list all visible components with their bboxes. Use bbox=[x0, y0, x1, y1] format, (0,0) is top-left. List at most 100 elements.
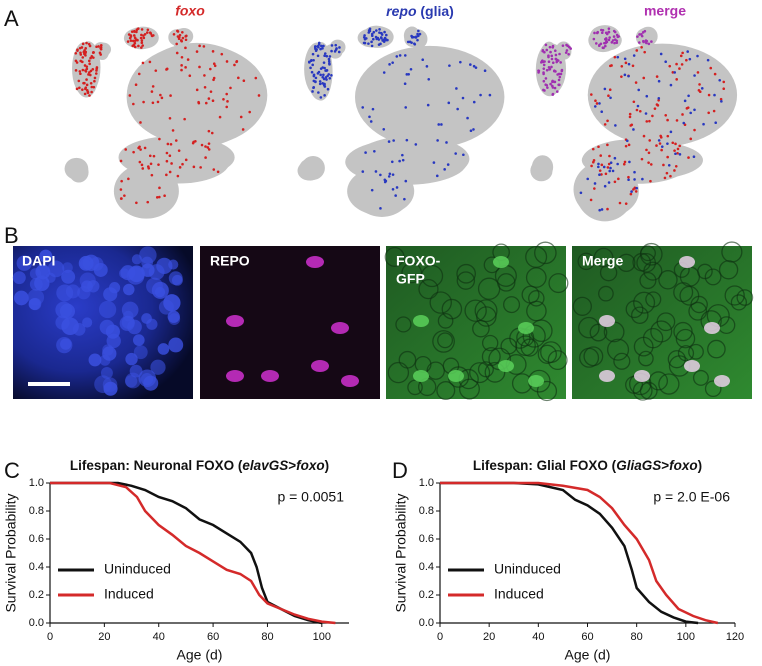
cell-dot bbox=[440, 123, 443, 126]
cell-dot bbox=[319, 96, 323, 99]
cell-dot bbox=[170, 162, 173, 165]
cell-dot bbox=[191, 141, 195, 145]
cell-dot bbox=[168, 116, 172, 120]
cell-dot bbox=[607, 30, 611, 34]
cell-dot bbox=[225, 60, 229, 63]
cell-dot bbox=[555, 90, 559, 93]
cell-dot bbox=[405, 138, 409, 142]
x-tick-label: 40 bbox=[532, 631, 544, 643]
cell-dot bbox=[579, 191, 583, 195]
cell-dot bbox=[681, 113, 684, 116]
cell-dot bbox=[77, 79, 81, 83]
cell-dot bbox=[323, 83, 326, 86]
cell-dot bbox=[321, 75, 325, 79]
cell-dot bbox=[200, 143, 204, 147]
cluster bbox=[594, 47, 725, 143]
cell-dot bbox=[549, 50, 552, 54]
cell-dot bbox=[642, 39, 645, 43]
cell-dot bbox=[674, 164, 678, 168]
cell-dot bbox=[81, 56, 85, 59]
cell-dot bbox=[140, 28, 144, 31]
y-tick-label: 0.4 bbox=[29, 561, 44, 573]
cell-dot bbox=[628, 112, 632, 116]
cell-dot bbox=[143, 146, 147, 150]
cell-dot bbox=[696, 71, 700, 74]
cell-dot bbox=[139, 121, 142, 124]
cell-dot bbox=[377, 43, 381, 46]
nucleus bbox=[123, 283, 135, 296]
cell-dot bbox=[595, 102, 599, 105]
cell-dot bbox=[317, 45, 320, 49]
cell-dot bbox=[391, 173, 395, 176]
cell-dot bbox=[87, 42, 91, 46]
cell-dot bbox=[550, 54, 554, 58]
gfp-spot bbox=[413, 370, 429, 382]
cell-dot bbox=[95, 45, 98, 49]
cell-dot bbox=[388, 63, 391, 66]
cell-dot bbox=[693, 74, 696, 77]
cell-dot bbox=[606, 207, 609, 211]
cell-outline bbox=[730, 294, 748, 311]
cell-dot bbox=[551, 46, 555, 49]
cell-dot bbox=[627, 74, 630, 78]
cell-outline bbox=[469, 362, 491, 384]
cell-dot bbox=[99, 43, 103, 47]
cell-dot bbox=[362, 36, 366, 39]
cell-dot bbox=[82, 81, 85, 85]
cell-dot bbox=[624, 61, 628, 65]
gfp-spot bbox=[498, 360, 514, 372]
cell-dot bbox=[698, 83, 701, 86]
cell-dot bbox=[312, 86, 315, 90]
x-tick-label: 20 bbox=[483, 631, 495, 643]
cell-dot bbox=[437, 123, 441, 126]
cell-dot bbox=[558, 83, 561, 87]
cell-dot bbox=[398, 54, 402, 57]
panel-letter: C bbox=[4, 458, 20, 483]
cell-dot bbox=[636, 104, 640, 108]
cell-dot bbox=[207, 148, 211, 151]
cell-dot bbox=[401, 153, 404, 157]
cell-dot bbox=[620, 64, 624, 68]
cell-dot bbox=[362, 41, 366, 45]
cell-dot bbox=[459, 60, 462, 64]
x-tick-label: 120 bbox=[726, 631, 744, 643]
cell-dot bbox=[149, 162, 153, 166]
cell-dot bbox=[448, 64, 451, 67]
cell-dot bbox=[140, 39, 144, 42]
cell-dot bbox=[416, 38, 419, 42]
cell-outline bbox=[721, 241, 743, 263]
image-label: Merge bbox=[582, 253, 623, 269]
cell-dot bbox=[248, 110, 251, 114]
cell-dot bbox=[370, 34, 374, 38]
cell-dot bbox=[95, 66, 99, 69]
cell-dot bbox=[93, 79, 96, 83]
cell-dot bbox=[378, 28, 381, 31]
gfp-spot bbox=[493, 256, 509, 268]
cell-dot bbox=[675, 119, 679, 122]
cell-dot bbox=[649, 179, 652, 183]
cell-dot bbox=[674, 142, 677, 146]
cell-dot bbox=[169, 142, 173, 146]
cell-outline bbox=[718, 260, 739, 280]
cell-dot bbox=[655, 144, 658, 147]
cell-dot bbox=[85, 83, 89, 87]
x-tick-label: 80 bbox=[261, 631, 273, 643]
legend-label: Induced bbox=[494, 586, 544, 602]
cell-dot bbox=[649, 163, 653, 166]
cell-dot bbox=[590, 164, 593, 168]
y-tick-label: 0.8 bbox=[29, 505, 44, 517]
cell-dot bbox=[615, 41, 619, 45]
cell-dot bbox=[603, 41, 606, 45]
legend-label: Uninduced bbox=[104, 561, 171, 577]
cell-dot bbox=[327, 59, 331, 63]
cell-dot bbox=[666, 118, 669, 122]
cell-dot bbox=[647, 151, 651, 155]
nucleus bbox=[39, 249, 53, 263]
cell-dot bbox=[657, 97, 661, 100]
cell-dot bbox=[216, 170, 220, 174]
cell-dot bbox=[604, 172, 608, 176]
cell-outline bbox=[488, 347, 511, 371]
cell-dot bbox=[132, 43, 136, 47]
cell-dot bbox=[140, 41, 144, 45]
cell-dot bbox=[145, 31, 149, 34]
